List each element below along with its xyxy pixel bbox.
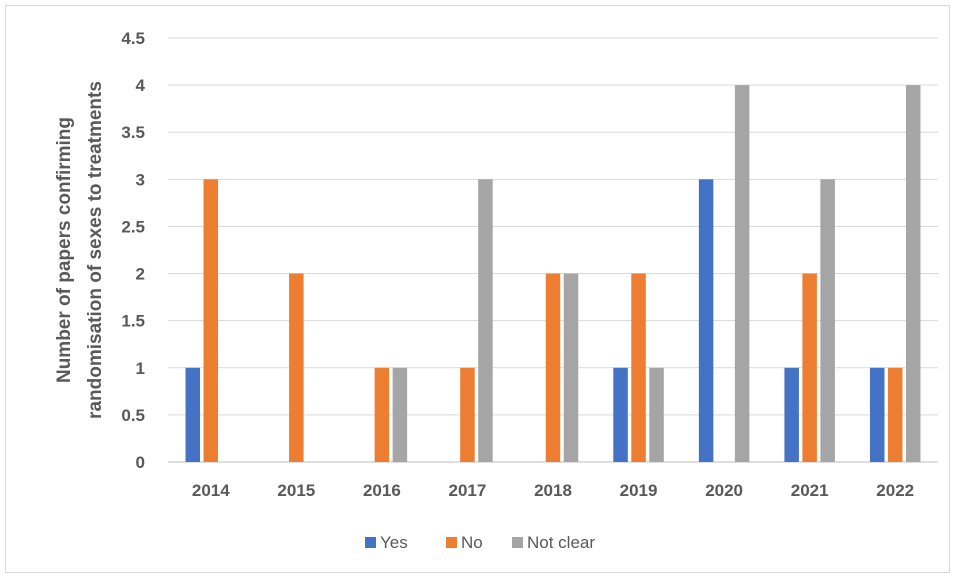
bar-not-clear-2017 xyxy=(478,179,493,463)
bar-not-clear-2016 xyxy=(392,367,408,462)
bar-no-2016 xyxy=(374,367,390,462)
x-tick-label: 2021 xyxy=(791,481,829,500)
y-tick-label: 3 xyxy=(136,170,145,189)
legend-swatch-yes xyxy=(365,537,376,548)
y-axis-title-line: randomisation of sexes to treatments xyxy=(85,81,106,419)
legend-label-yes: Yes xyxy=(380,533,408,552)
y-axis-title: Number of papers confirming randomisation… xyxy=(54,81,106,419)
y-tick-label: 2.5 xyxy=(121,217,145,236)
x-tick-label: 2015 xyxy=(277,481,315,500)
y-tick-label: 4.5 xyxy=(121,29,145,48)
bar-yes-2022 xyxy=(869,367,885,462)
y-axis-title-line: Number of papers confirming xyxy=(54,117,75,383)
y-tick-label: 1.5 xyxy=(121,312,145,331)
bar-no-2015 xyxy=(289,273,304,462)
bar-no-2017 xyxy=(460,367,475,462)
bar-not-clear-2018 xyxy=(563,273,579,462)
bar-yes-2020 xyxy=(698,179,714,463)
bar-yes-2021 xyxy=(784,367,799,462)
bar-not-clear-2022 xyxy=(905,85,921,462)
bar-yes-2019 xyxy=(613,367,628,462)
bar-yes-2014 xyxy=(185,367,201,462)
legend-swatch-no xyxy=(446,537,457,548)
legend-label-no: No xyxy=(461,533,483,552)
y-tick-label: 0 xyxy=(136,453,145,472)
y-tick-label: 1 xyxy=(136,359,145,378)
x-tick-label: 2014 xyxy=(192,481,230,500)
x-tick-label: 2016 xyxy=(363,481,401,500)
bar-no-2018 xyxy=(545,273,561,462)
y-tick-label: 4 xyxy=(136,76,146,95)
bar-no-2014 xyxy=(203,179,219,463)
bar-not-clear-2020 xyxy=(734,85,750,462)
x-tick-label: 2020 xyxy=(705,481,743,500)
x-tick-label: 2018 xyxy=(534,481,572,500)
bar-no-2019 xyxy=(631,273,646,462)
bar-not-clear-2021 xyxy=(820,179,835,463)
y-tick-label: 3.5 xyxy=(121,123,145,142)
y-tick-label: 2 xyxy=(136,265,145,284)
chart-frame xyxy=(5,5,950,573)
bar-no-2021 xyxy=(802,273,817,462)
legend-swatch-not-clear xyxy=(512,537,523,548)
x-tick-label: 2019 xyxy=(620,481,658,500)
bar-no-2022 xyxy=(887,367,903,462)
legend-label-not-clear: Not clear xyxy=(527,533,595,552)
x-tick-label: 2022 xyxy=(876,481,914,500)
bar-not-clear-2019 xyxy=(649,367,664,462)
y-tick-label: 0.5 xyxy=(121,406,145,425)
x-tick-label: 2017 xyxy=(449,481,487,500)
